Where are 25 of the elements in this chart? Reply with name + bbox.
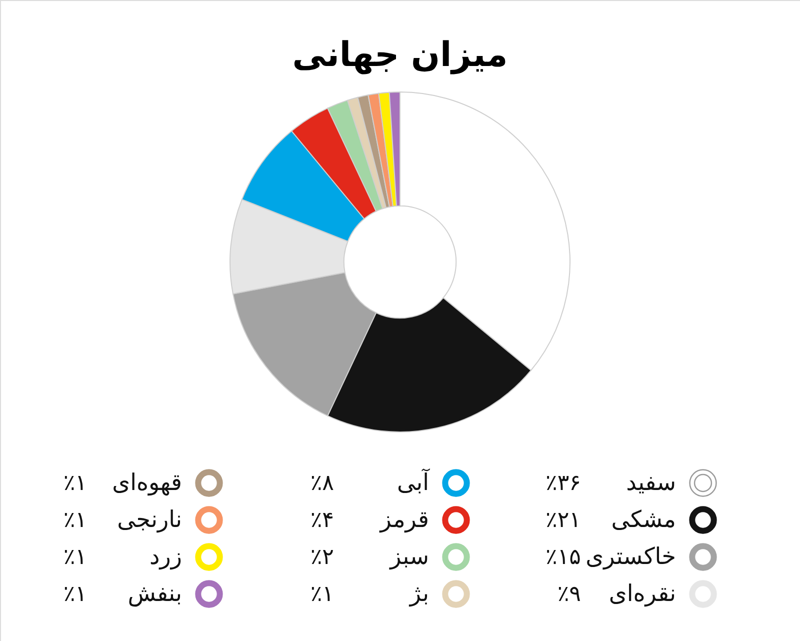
legend-label: زرد (150, 544, 182, 570)
legend-label: خاکستری (586, 544, 676, 570)
legend-label: قرمز (379, 507, 429, 533)
legend-label: سبز (389, 544, 429, 570)
data-label: ٪۱ (63, 471, 87, 496)
legend-label: قهوه‌ای (112, 470, 182, 496)
legend-label: بژ (408, 581, 429, 607)
chart-title: میزان جهانی (292, 35, 508, 75)
legend-label: آبی (397, 468, 431, 496)
legend-label: مشکی (611, 507, 676, 533)
data-label: ٪۱ (63, 582, 87, 607)
legend-label: بنفش (128, 581, 182, 607)
data-label: ٪۱ (310, 582, 334, 607)
data-label: ٪۲۱ (546, 508, 581, 533)
data-label: ٪۳۶ (546, 471, 581, 496)
legend-label: نقره‌ای (608, 581, 676, 607)
data-label: ٪۸ (310, 471, 334, 496)
data-label: ٪۱۵ (546, 545, 581, 570)
data-label: ٪۴ (310, 508, 334, 533)
slice-label: سفید (626, 470, 676, 496)
data-label: ٪۲ (310, 545, 334, 570)
legend-label: نارنجی (117, 507, 182, 533)
data-label: ٪۱ (63, 508, 87, 533)
data-label: ٪۹ (557, 582, 581, 607)
data-label: ٪۱ (63, 545, 87, 570)
